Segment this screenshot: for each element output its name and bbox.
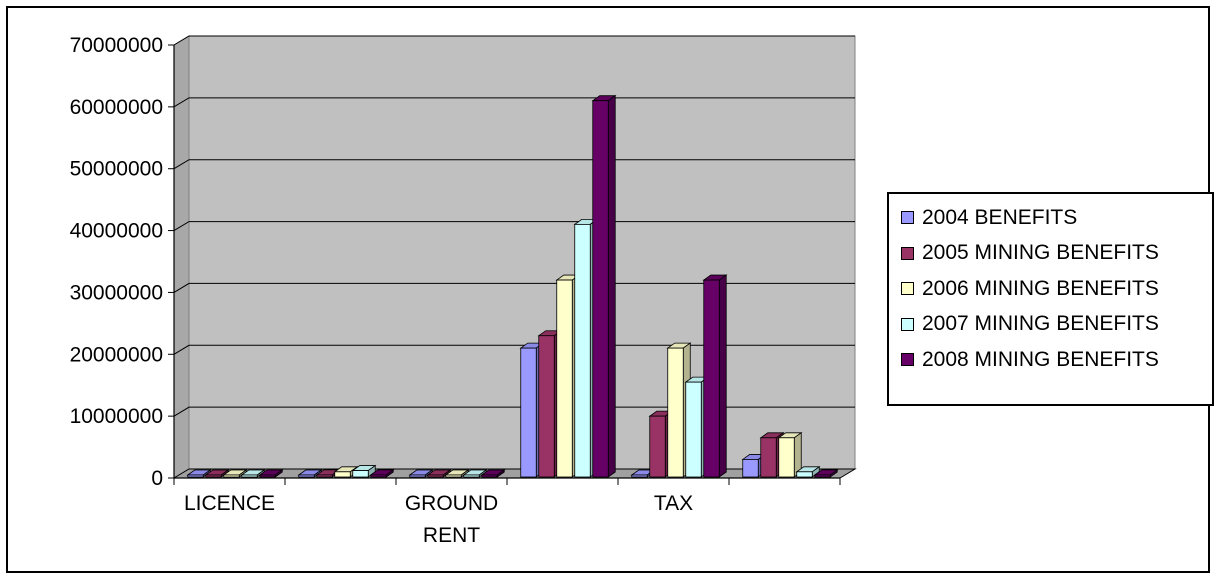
- bar-front: [778, 437, 795, 478]
- bar-licence-2007-mining-benefits: [240, 469, 266, 478]
- bar-side: [718, 274, 727, 478]
- bar-front: [760, 437, 777, 478]
- bar-licence-2006-mining-benefits: [222, 469, 248, 478]
- bar-front: [334, 471, 351, 478]
- bar-tax-2008-mining-benefits: [702, 274, 728, 478]
- y-tick-labels: 0 10000000 20000000 30000000 40000000 5000000…: [70, 34, 163, 490]
- bar-front: [409, 474, 426, 478]
- y-tick-label: 20000000: [70, 343, 163, 366]
- y-tick-label: 50000000: [70, 158, 163, 181]
- bar-front: [298, 474, 315, 478]
- bar-front: [685, 381, 702, 478]
- bar-ground-rent-2006-mining-benefits: [444, 469, 470, 478]
- legend-label: 2008 MINING BENEFITS: [922, 347, 1159, 371]
- gridline: [173, 282, 855, 293]
- legend-swatch: [901, 317, 914, 331]
- bar-cat6-2008-mining-benefits: [813, 469, 839, 478]
- bar-front: [223, 474, 240, 478]
- x-tick-label-tax: TAX: [654, 492, 693, 515]
- bar-front: [316, 474, 333, 478]
- bar-front: [796, 471, 813, 478]
- bar-front: [352, 470, 369, 478]
- legend-label: 2004 BENEFITS: [922, 205, 1078, 229]
- y-tick-label: 0: [151, 467, 163, 490]
- legend-item-2007-mining-benefits: 2007 MINING BENEFITS: [901, 307, 1212, 343]
- legend-swatch: [901, 353, 914, 367]
- y-tick-label: 30000000: [70, 281, 163, 304]
- legend-swatch: [901, 246, 914, 260]
- bar-front: [649, 415, 666, 478]
- gridline: [173, 406, 855, 417]
- bar-cat6-2006-mining-benefits: [777, 432, 803, 478]
- bar-cat2-2007-mining-benefits: [351, 464, 377, 478]
- gridlines: [173, 35, 855, 417]
- bar-front: [574, 223, 591, 478]
- y-tick-label: 10000000: [70, 405, 163, 428]
- bar-licence-2005-mining-benefits: [204, 469, 230, 478]
- bar-front: [259, 474, 276, 478]
- bar-front: [667, 347, 684, 478]
- bar-ground-rent-2008-mining-benefits: [480, 469, 506, 478]
- gridline: [173, 159, 855, 170]
- gridline: [173, 344, 855, 355]
- bar-front: [538, 335, 555, 478]
- bar-cat2-2008-mining-benefits: [369, 469, 395, 478]
- bar-front: [631, 474, 648, 478]
- legend-item-2006-mining-benefits: 2006 MINING BENEFITS: [901, 271, 1212, 307]
- legend-item-2004-benefits: 2004 BENEFITS: [901, 200, 1212, 236]
- plot-walls: [172, 35, 857, 479]
- bar-front: [463, 474, 480, 478]
- y-tick-label: 40000000: [70, 220, 163, 243]
- gridline: [173, 35, 855, 46]
- legend-item-2005-mining-benefits: 2005 MINING BENEFITS: [901, 236, 1212, 272]
- bar-front: [814, 474, 831, 478]
- bar-licence-2008-mining-benefits: [258, 469, 284, 478]
- bar-front: [445, 474, 462, 478]
- legend-label: 2006 MINING BENEFITS: [922, 276, 1159, 300]
- legend-label: 2005 MINING BENEFITS: [922, 241, 1159, 265]
- legend-item-2008-mining-benefits: 2008 MINING BENEFITS: [901, 342, 1212, 378]
- bar-front: [481, 474, 498, 478]
- bar-front: [742, 459, 759, 478]
- bar-front: [592, 100, 609, 478]
- bar-front: [556, 279, 573, 478]
- x-tick-label-licence: LICENCE: [184, 492, 275, 515]
- gridline: [173, 221, 855, 232]
- bar-cat6-2004-benefits: [741, 453, 767, 478]
- x-tick-label-ground-rent: GROUND RENT: [405, 492, 498, 547]
- legend-swatch: [901, 211, 914, 225]
- bar-front: [520, 347, 537, 478]
- axes: [168, 44, 841, 485]
- y-tick-label: 70000000: [70, 34, 163, 57]
- x-tick-labels: LICENCE GROUND RENT TAX: [184, 492, 693, 547]
- legend: 2004 BENEFITS 2005 MINING BENEFITS 2006 MI…: [887, 192, 1214, 406]
- bar-front: [205, 474, 222, 478]
- bar-front: [370, 474, 387, 478]
- legend-swatch: [901, 282, 914, 296]
- bar-cat4-2008-mining-benefits: [591, 94, 617, 478]
- y-tick-label: 60000000: [70, 96, 163, 119]
- bar-side: [607, 94, 616, 478]
- gridline: [173, 97, 855, 108]
- bar-ground-rent-2005-mining-benefits: [426, 469, 452, 478]
- bar-cat2-2004-benefits: [297, 469, 323, 478]
- bar-front: [703, 279, 720, 478]
- bars: [186, 94, 839, 478]
- bar-ground-rent-2007-mining-benefits: [462, 469, 488, 478]
- bar-cat6-2007-mining-benefits: [795, 466, 821, 478]
- legend-label: 2007 MINING BENEFITS: [922, 312, 1159, 336]
- bar-front: [187, 474, 204, 478]
- bar-front: [241, 474, 258, 478]
- bar-front: [427, 474, 444, 478]
- bar-ground-rent-2004-benefits: [408, 469, 434, 478]
